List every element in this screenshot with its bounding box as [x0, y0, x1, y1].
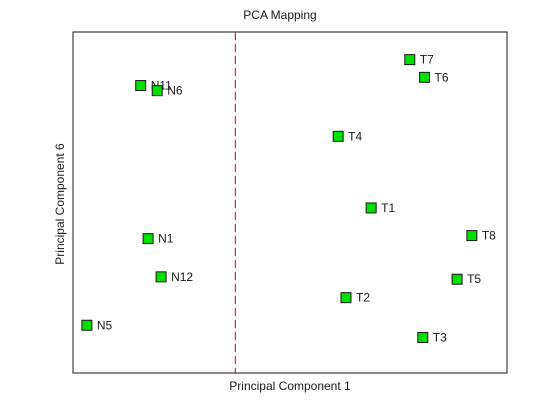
data-point-marker: [155, 271, 167, 283]
data-point-label: T6: [435, 70, 449, 84]
data-point-label: T7: [420, 53, 434, 67]
data-point-marker: [417, 332, 429, 344]
data-point-label: T4: [348, 129, 362, 143]
data-point-marker: [466, 230, 478, 242]
data-point-marker: [365, 202, 377, 214]
data-point-marker: [451, 273, 463, 285]
data-point-marker: [332, 130, 344, 142]
data-point-label: T5: [467, 272, 481, 286]
data-point-label: N5: [97, 318, 113, 332]
data-point-label: T8: [482, 229, 496, 243]
data-point-marker: [340, 292, 352, 304]
data-point-label: N12: [171, 270, 193, 284]
data-point-label: N6: [167, 84, 183, 98]
data-point-marker: [81, 319, 93, 331]
data-points: N11N6N1N12N5T7T6T4T1T8T5T2T3: [81, 53, 496, 345]
data-point-marker: [419, 71, 431, 83]
data-point-marker: [142, 233, 154, 245]
data-point-label: N1: [158, 232, 174, 246]
chart-title: PCA Mapping: [243, 8, 317, 22]
data-point-label: T1: [381, 201, 395, 215]
data-point-marker: [135, 80, 147, 92]
x-axis-label: Principal Component 1: [229, 379, 351, 393]
data-point-label: T3: [433, 331, 447, 345]
data-point-marker: [151, 85, 163, 97]
data-point-marker: [404, 54, 416, 66]
data-point-label: T2: [356, 291, 370, 305]
